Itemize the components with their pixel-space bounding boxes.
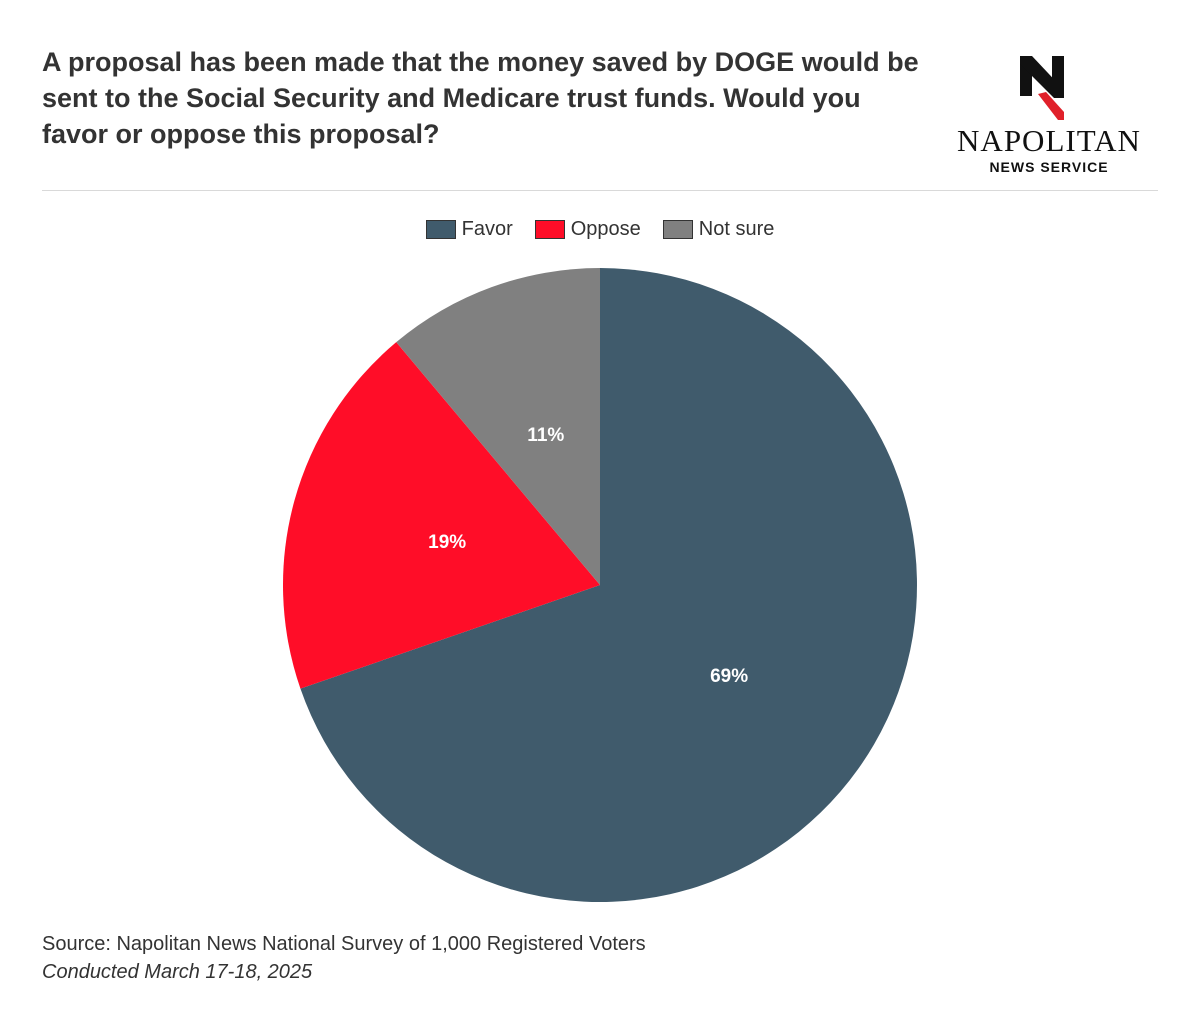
legend-item-oppose: Oppose xyxy=(534,217,641,241)
napolitan-logo: NAPOLITAN NEWS SERVICE xyxy=(946,54,1152,178)
chart-legend: Favor Oppose Not sure xyxy=(0,214,1200,244)
legend-label-favor: Favor xyxy=(461,217,513,240)
slice-label-not-sure: 11% xyxy=(527,425,564,446)
logo-name: NAPOLITAN xyxy=(957,123,1141,158)
slice-label-oppose: 19% xyxy=(428,532,466,553)
legend-label-oppose: Oppose xyxy=(570,217,641,240)
pie-slice-oppose xyxy=(282,342,600,689)
slice-label-favor: 69% xyxy=(710,666,748,687)
napolitan-n-logo-icon xyxy=(1020,56,1064,120)
pie-slice-not-sure xyxy=(396,268,600,585)
source-note: Source: Napolitan News National Survey o… xyxy=(42,933,646,955)
chart-title: A proposal has been made that the money … xyxy=(42,47,919,149)
legend-item-favor: Favor xyxy=(425,217,513,241)
legend-item-not-sure: Not sure xyxy=(662,217,775,241)
header-divider xyxy=(42,190,1158,191)
legend-swatch-oppose xyxy=(534,219,565,239)
logo-subtitle: NEWS SERVICE xyxy=(989,159,1109,175)
legend-swatch-not-sure xyxy=(662,219,693,239)
pie-slice-favor xyxy=(300,268,917,902)
survey-date: Conducted March 17-18, 2025 xyxy=(42,961,313,983)
legend-label-not-sure: Not sure xyxy=(698,217,775,240)
legend-swatch-favor xyxy=(425,219,456,239)
